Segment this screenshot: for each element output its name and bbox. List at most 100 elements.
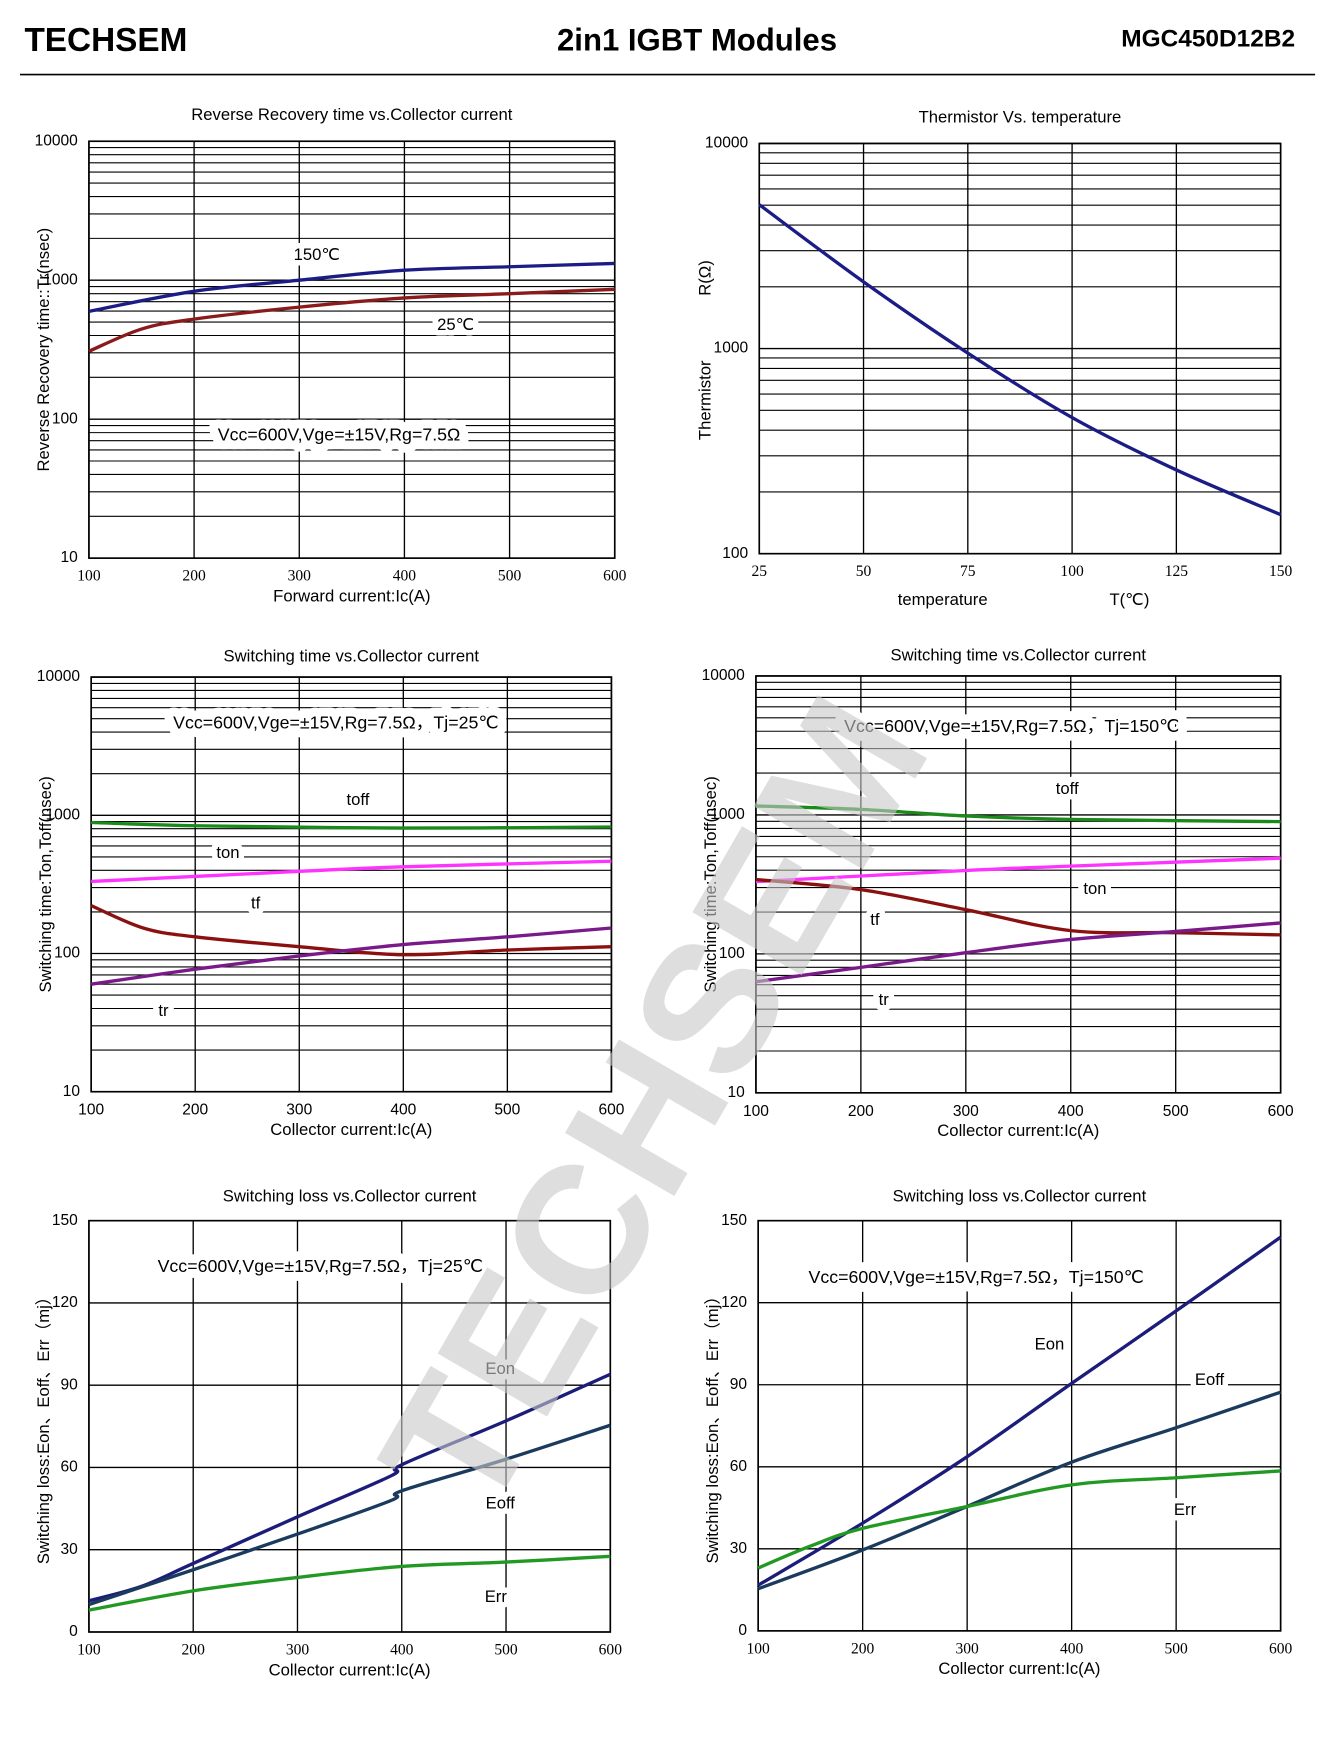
x-tick-label: 400 — [393, 568, 417, 585]
series-label: ton — [216, 843, 239, 862]
brand: TECHSEM — [24, 22, 187, 59]
y-tick-label: 1000 — [43, 271, 78, 288]
chart-title: Switching time vs.Collector current — [224, 646, 480, 665]
x-tick-label: 300 — [286, 1641, 310, 1658]
x-tick-label: 500 — [1163, 1103, 1189, 1120]
y-tick-label: 10000 — [35, 132, 79, 149]
y-axis-unit: R(Ω) — [695, 260, 714, 296]
series-label: tr — [158, 1001, 169, 1020]
x-tick-label: 400 — [390, 1102, 416, 1119]
y-tick-label: 10 — [728, 1084, 746, 1101]
x-tick-label: 100 — [77, 568, 101, 585]
y-tick-label: 30 — [61, 1541, 79, 1558]
series-line — [88, 1423, 611, 1607]
part-number: MGC450D12B2 — [1121, 26, 1295, 53]
series-label: 150℃ — [294, 245, 341, 264]
y-tick-label: 1000 — [714, 340, 749, 357]
annotation: Vcc=600V,Vge=±15V,Rg=7.5Ω，Tj=150℃ — [809, 1267, 1144, 1287]
y-tick-label: 100 — [722, 545, 748, 562]
x-tick-label: 100 — [1060, 563, 1084, 580]
x-tick-label: 25 — [751, 563, 767, 580]
series-line — [755, 804, 1281, 824]
plot-frame — [88, 140, 616, 559]
x-tick-label: 75 — [960, 563, 976, 580]
x-tick-label: 200 — [182, 1102, 208, 1119]
x-axis-label: Collector current:Ic(A) — [269, 1660, 431, 1679]
x-tick-label: 300 — [953, 1103, 979, 1120]
y-tick-label: 0 — [738, 1622, 747, 1639]
y-tick-label: 90 — [730, 1376, 748, 1393]
x-axis-label: Collector current:Ic(A) — [270, 1120, 432, 1139]
series-line — [88, 261, 615, 313]
series-label: Err — [485, 1587, 508, 1606]
y-axis-label: Switching time:Ton,Toff(nsec) — [701, 776, 720, 992]
series-label: 25℃ — [437, 315, 474, 334]
x-axis-label: Collector current:Ic(A) — [937, 1121, 1099, 1140]
y-tick-label: 100 — [52, 410, 78, 427]
y-tick-label: 60 — [730, 1458, 748, 1475]
y-tick-label: 10 — [61, 549, 79, 566]
y-axis-label: Switching loss:Eon、Eoff、Err（mj） — [703, 1288, 722, 1564]
series-line — [91, 859, 612, 884]
y-axis-label: Reverse Recovery time::Tr(nsec) — [34, 228, 53, 472]
x-tick-label: 500 — [1164, 1640, 1188, 1657]
series-line — [88, 287, 615, 353]
y-tick-label: 90 — [61, 1376, 79, 1393]
x-tick-label: 100 — [78, 1102, 104, 1119]
series-label: Err — [1174, 1500, 1197, 1519]
series-line — [88, 1372, 611, 1603]
header-title: 2in1 IGBT Modules — [557, 23, 837, 58]
series-label: Eon — [1035, 1335, 1065, 1354]
plot-frame — [90, 676, 613, 1093]
series-label: tr — [879, 990, 890, 1009]
plot-frame — [755, 675, 1282, 1094]
x-tick-label: 600 — [599, 1641, 623, 1658]
y-tick-label: 1000 — [45, 806, 80, 823]
series-label: tf — [251, 893, 261, 912]
series-label: toff — [1056, 779, 1079, 798]
annotation: Vcc=600V,Vge=±15V,Rg=7.5Ω — [218, 425, 461, 445]
series-line — [90, 926, 612, 986]
y-tick-label: 100 — [719, 945, 745, 962]
y-tick-label: 10000 — [702, 667, 746, 684]
x-tick-label: 600 — [603, 568, 627, 585]
y-axis-label: Thermistor — [695, 360, 714, 440]
x-tick-label: 125 — [1165, 563, 1189, 580]
y-tick-label: 120 — [721, 1294, 747, 1311]
x-tick-label: 400 — [1058, 1103, 1084, 1120]
series-label: toff — [347, 790, 370, 809]
x-tick-label: 600 — [598, 1102, 624, 1119]
x-tick-label: 200 — [182, 568, 206, 585]
chart-title: Switching loss vs.Collector current — [893, 1187, 1147, 1206]
series-line — [755, 877, 1281, 937]
chart-title: Thermistor Vs. temperature — [919, 107, 1122, 126]
y-tick-label: 150 — [52, 1212, 78, 1229]
y-tick-label: 120 — [52, 1294, 78, 1311]
series-label: Eoff — [1195, 1370, 1225, 1389]
y-axis-label: Switching time:Ton,Toff(nsec) — [36, 776, 55, 992]
x-tick-label: 300 — [955, 1640, 979, 1657]
chart-title: Switching loss vs.Collector current — [223, 1187, 477, 1206]
x-tick-label: 200 — [182, 1641, 206, 1658]
x-tick-label: 300 — [288, 568, 312, 585]
x-tick-label: 500 — [498, 568, 522, 585]
y-tick-label: 10 — [63, 1083, 81, 1100]
x-tick-label: 100 — [746, 1640, 770, 1657]
x-tick-label: 300 — [286, 1102, 312, 1119]
y-tick-label: 1000 — [710, 806, 745, 823]
series-line — [757, 1469, 1281, 1570]
annotation: Vcc=600V,Vge=±15V,Rg=7.5Ω，Tj=25℃ — [173, 712, 498, 732]
x-tick-label: 100 — [77, 1641, 101, 1658]
x-tick-label: 500 — [494, 1102, 520, 1119]
y-axis-label: Switching loss:Eon、Eoff、Err（mj） — [34, 1289, 53, 1565]
y-tick-label: 10000 — [37, 668, 81, 685]
x-axis-label: temperature — [898, 590, 988, 609]
x-axis-label: Forward current:Ic(A) — [273, 586, 430, 605]
series-line — [88, 1554, 611, 1612]
y-tick-label: 60 — [61, 1459, 79, 1476]
x-tick-label: 50 — [856, 563, 872, 580]
series-label: ton — [1083, 879, 1106, 898]
series-line — [757, 1235, 1282, 1587]
